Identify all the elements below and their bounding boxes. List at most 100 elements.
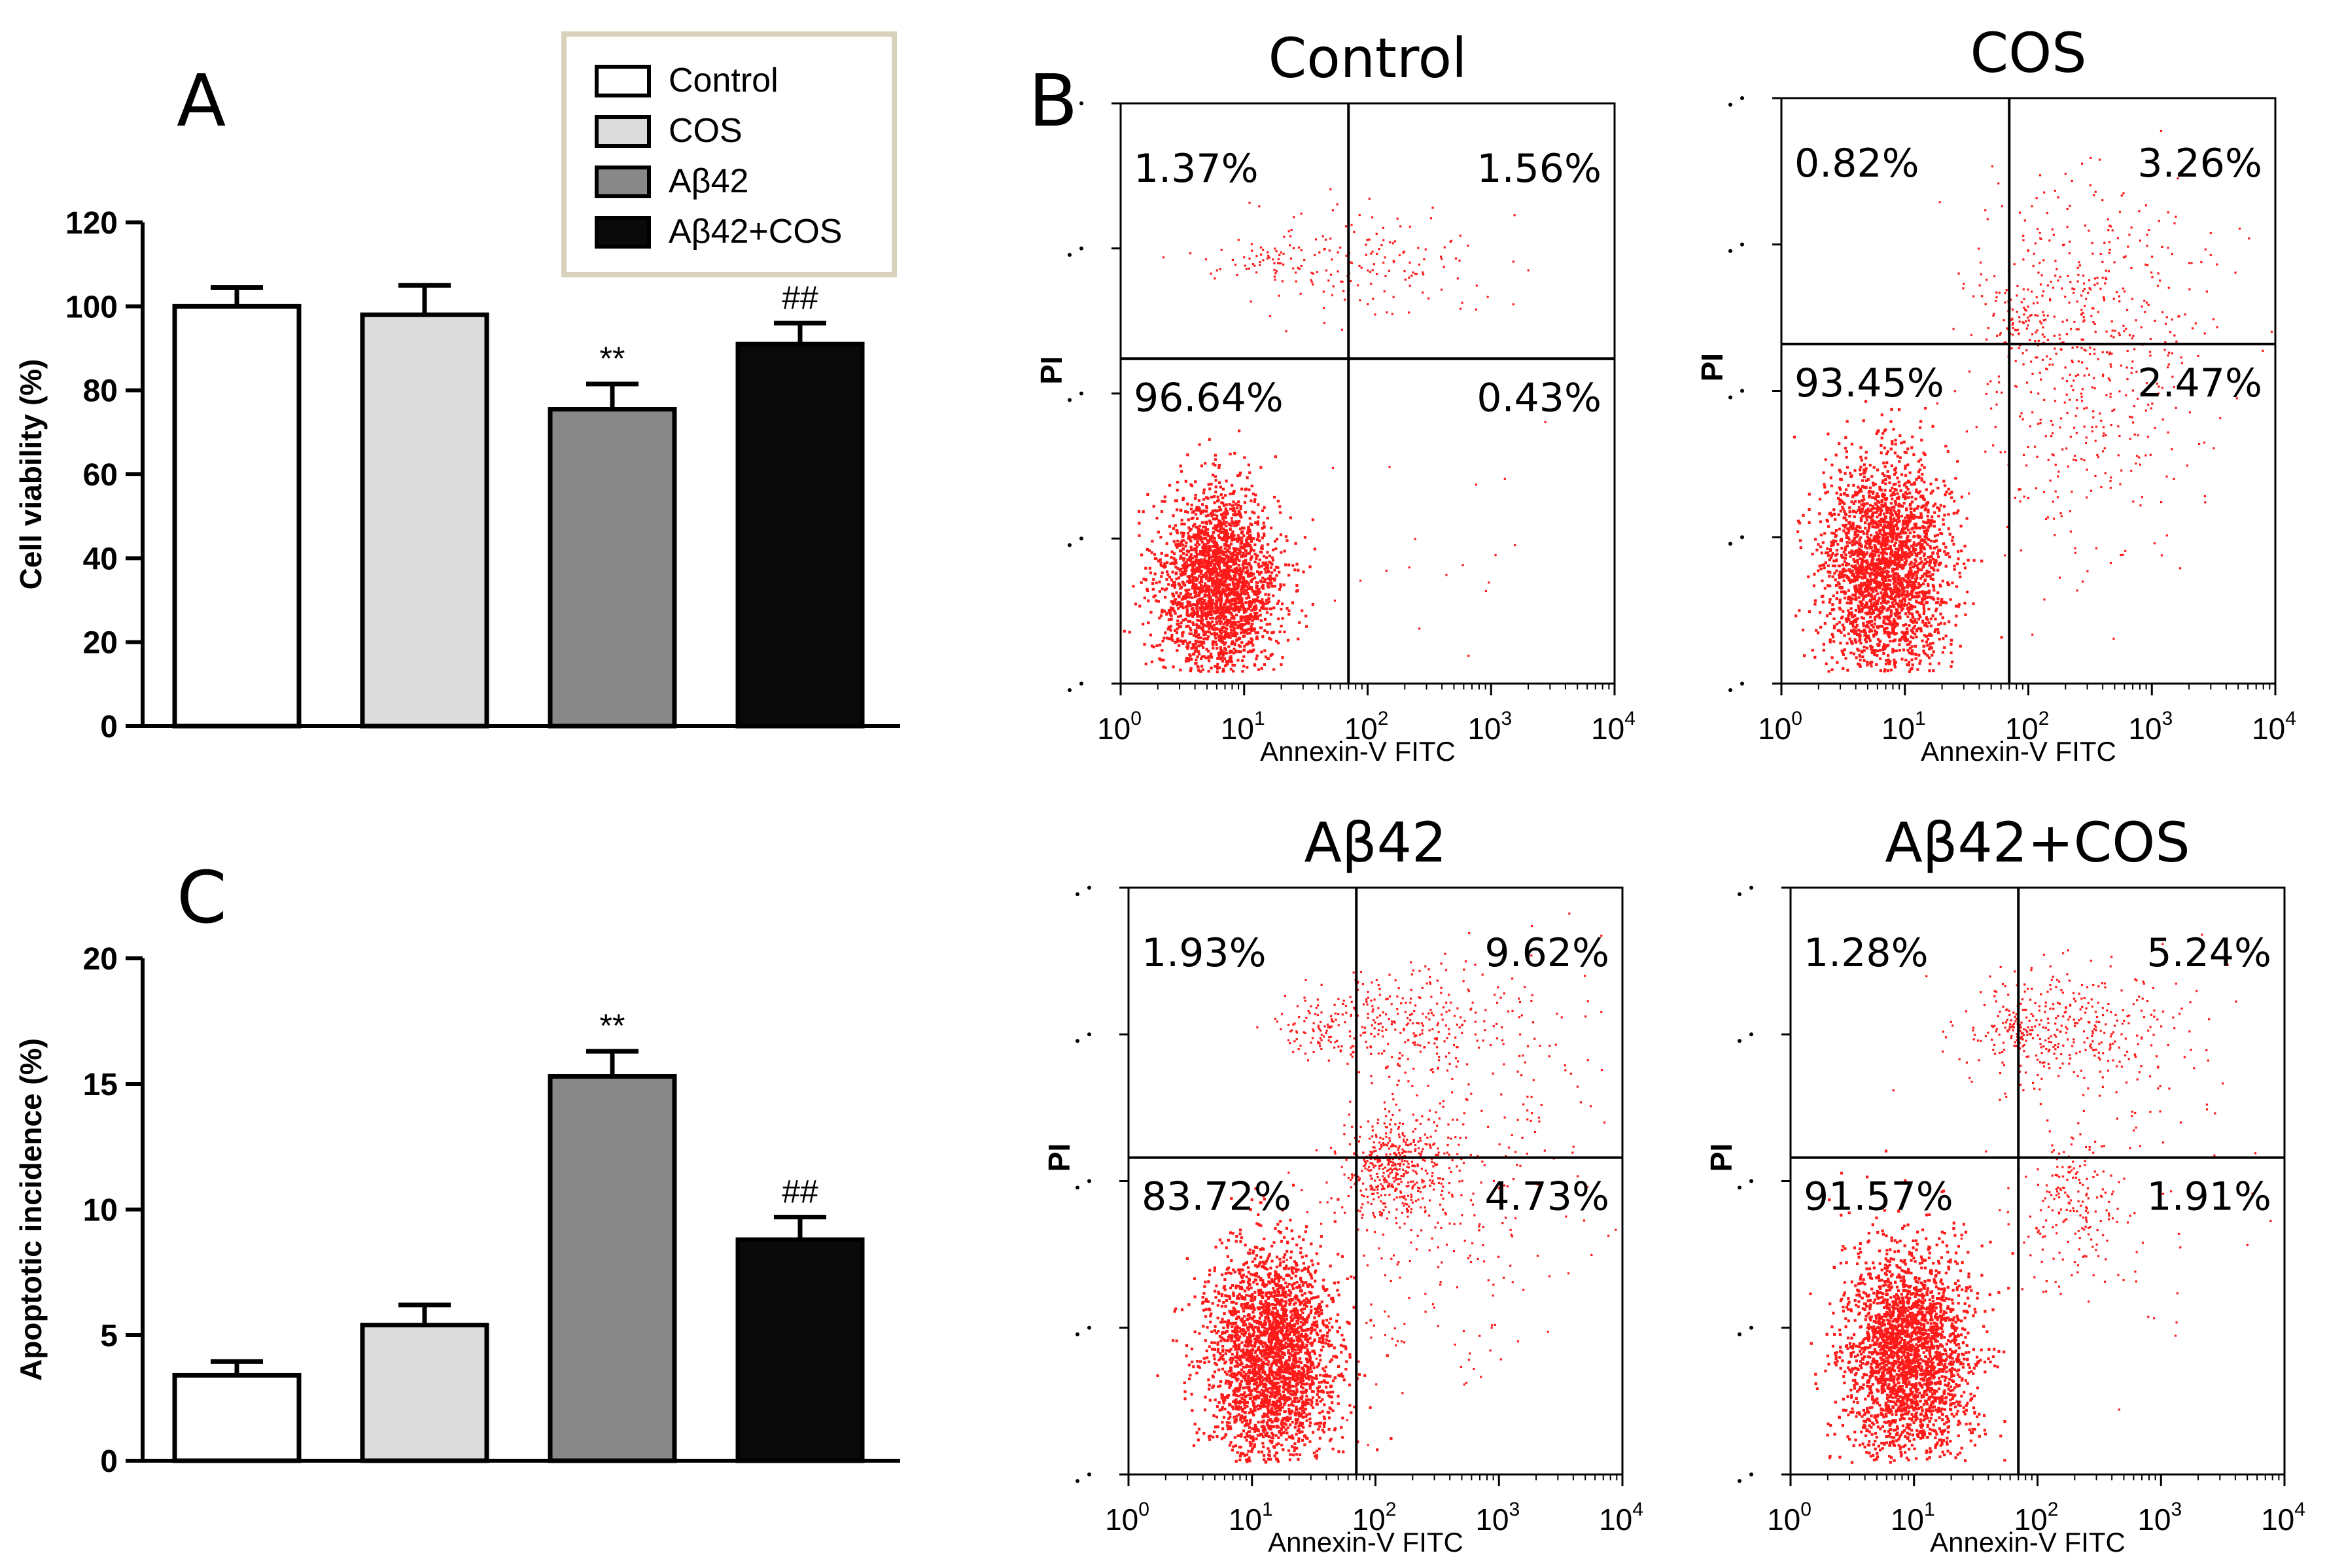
scatter-point: [1858, 468, 1862, 472]
scatter-point: [1937, 662, 1941, 665]
scatter-point: [1221, 497, 1225, 500]
scatter-point: [1883, 512, 1886, 515]
scatter-point: [1223, 651, 1226, 654]
scatter-point: [1265, 556, 1268, 559]
scatter-point: [1225, 565, 1229, 568]
scatter-point: [1193, 533, 1196, 536]
scatter-point: [1890, 631, 1893, 635]
scatter-point: [1861, 572, 1864, 575]
scatter-point: [1219, 598, 1223, 601]
scatter-point: [1211, 536, 1215, 540]
scatter-point: [1208, 545, 1212, 548]
scatter-point: [1868, 515, 1872, 519]
scatter-point: [1858, 538, 1861, 542]
scatter-point: [1870, 619, 1873, 623]
scatter-point: [1231, 602, 1234, 606]
scatter-point: [1905, 559, 1908, 562]
scatter-point: [1864, 546, 1867, 549]
scatter-point: [1852, 502, 1855, 505]
scatter-points: [1123, 188, 1547, 674]
scatter-point: [1242, 586, 1245, 589]
scatter-point: [1866, 502, 1869, 505]
scatter-point: [1932, 585, 1936, 589]
scatter-point: [1857, 662, 1860, 666]
scatter-point: [1829, 476, 1832, 479]
scatter-point: [1830, 514, 1833, 517]
scatter-point: [1920, 495, 1923, 498]
scatter-point: [1248, 628, 1251, 631]
scatter-point: [1198, 569, 1202, 572]
scatter-point: [1184, 593, 1187, 597]
scatter-point: [1191, 615, 1195, 618]
scatter-point: [1910, 635, 1913, 638]
scatter-point: [1906, 525, 1909, 528]
scatter-point: [1415, 273, 1418, 275]
scatter-point: [1195, 658, 1198, 661]
scatter-point: [1853, 531, 1857, 534]
scatter-point: [1882, 584, 1885, 587]
scatter-point: [1895, 489, 1898, 492]
scatter-point: [1268, 607, 1272, 610]
scatter-point: [1885, 506, 1889, 510]
scatter-point: [1891, 540, 1894, 544]
scatter-point: [1301, 609, 1304, 612]
scatter-point: [1193, 523, 1197, 526]
scatter-point: [1908, 516, 1912, 519]
scatter-point: [1827, 525, 1830, 528]
scatter-point: [1862, 598, 1865, 601]
scatter-point: [1212, 474, 1215, 477]
scatter-point: [1217, 551, 1220, 555]
scatter-point: [1261, 607, 1265, 610]
scatter-point: [1239, 507, 1242, 510]
scatter-point: [1894, 595, 1897, 599]
scatter-point: [1202, 606, 1206, 609]
scatter-point: [1236, 596, 1240, 599]
scatter-point: [1864, 514, 1867, 517]
scatter-point: [1202, 548, 1205, 551]
scatter-point: [1132, 585, 1135, 588]
scatter-point: [1204, 566, 1207, 570]
scatter-point: [1859, 586, 1863, 589]
scatter-point: [1886, 582, 1889, 586]
scatter-point: [1408, 285, 1411, 287]
scatter-point: [1216, 559, 1220, 563]
scatter-point: [1227, 545, 1231, 548]
scatter-point: [1937, 549, 1940, 552]
scatter-point: [1865, 603, 1868, 606]
scatter-point: [1236, 587, 1239, 590]
scatter-point: [1155, 599, 1158, 602]
scatter-point: [1234, 538, 1238, 541]
scatter-point: [1180, 639, 1183, 642]
scatter-point: [1963, 566, 1967, 570]
scatter-point: [1881, 432, 1885, 435]
scatter-point: [1475, 483, 1478, 486]
scatter-point: [1910, 649, 1914, 652]
y-tick-label: 10: [83, 1193, 118, 1228]
scatter-point: [1184, 479, 1187, 483]
scatter-point: [1935, 539, 1938, 542]
scatter-point: [1876, 584, 1880, 588]
scatter-point: [1208, 627, 1211, 630]
scatter-point: [1227, 559, 1231, 562]
scatter-point: [1236, 605, 1239, 608]
scatter-point: [1173, 580, 1176, 584]
scatter-point: [1233, 588, 1236, 591]
scatter-point: [1925, 532, 1928, 535]
scatter-point: [1898, 502, 1901, 506]
scatter-point: [1914, 558, 1917, 561]
scatter-point: [1936, 506, 1939, 510]
scatter-point: [1167, 583, 1170, 586]
scatter-point: [1883, 647, 1887, 651]
scatter-point: [1208, 593, 1211, 596]
scatter-point: [1218, 657, 1221, 660]
scatter-point: [1882, 652, 1885, 655]
scatter-point: [1247, 463, 1250, 466]
scatter-point: [1845, 562, 1848, 565]
scatter-point: [1257, 600, 1261, 603]
scatter-point: [1418, 627, 1421, 630]
scatter-point: [1239, 595, 1242, 599]
scatter-point: [1858, 636, 1861, 639]
scatter-point: [1881, 536, 1885, 540]
scatter-point: [1260, 606, 1263, 609]
scatter-point: [1900, 635, 1904, 639]
